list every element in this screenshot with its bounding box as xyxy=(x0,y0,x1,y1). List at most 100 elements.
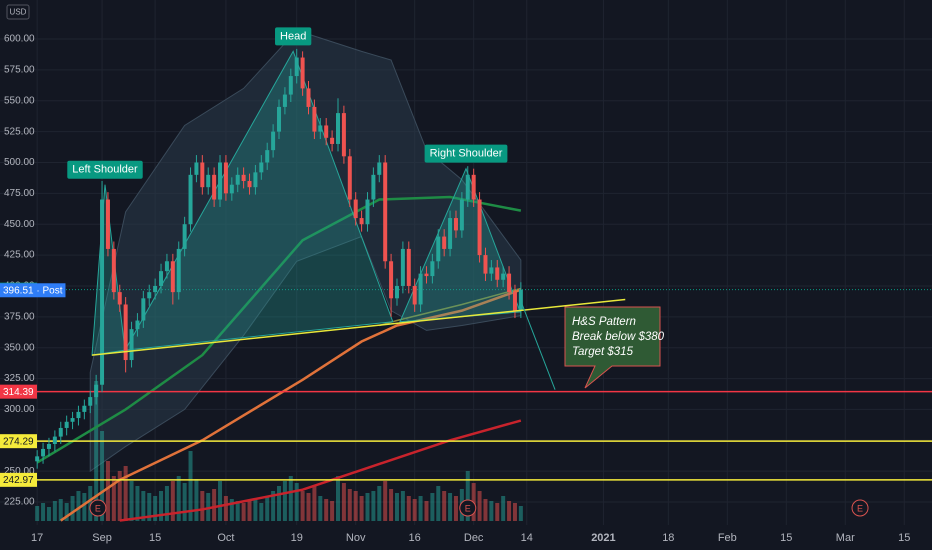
candle-body xyxy=(277,106,282,132)
candle-body xyxy=(459,199,464,231)
volume-bar xyxy=(82,493,87,521)
y-tick-label: 250.00 xyxy=(4,466,35,477)
candle-body xyxy=(442,236,447,249)
candle-body xyxy=(105,199,110,249)
moving-average xyxy=(60,288,522,522)
volume-bar xyxy=(253,499,258,521)
earnings-marker xyxy=(459,499,477,517)
volume-bar xyxy=(394,493,399,521)
candle-body xyxy=(70,418,75,422)
x-tick-label: Feb xyxy=(718,532,737,544)
volume-bar xyxy=(70,496,75,521)
projection xyxy=(519,299,556,390)
volume-bar xyxy=(265,496,270,521)
volume-bar xyxy=(235,501,240,521)
moving-average xyxy=(36,195,522,464)
pattern-label-box xyxy=(67,160,143,179)
volume-bar xyxy=(176,476,181,521)
candle-body xyxy=(365,199,370,225)
candle-body xyxy=(52,436,57,445)
candle-body xyxy=(424,273,429,277)
volume-bar xyxy=(424,501,429,521)
candle-body xyxy=(312,106,317,132)
volume-bar xyxy=(512,503,517,521)
candle-body xyxy=(82,405,87,412)
candle-body xyxy=(318,125,323,132)
x-tick-label: 2021 xyxy=(591,532,615,544)
earnings-label: E xyxy=(95,503,101,513)
candle-body xyxy=(341,113,346,157)
volume-bar xyxy=(507,501,512,521)
volume-bar xyxy=(52,501,57,521)
moving-average xyxy=(379,287,522,327)
candle-body xyxy=(206,174,211,188)
volume-bar xyxy=(141,491,146,521)
candle-body xyxy=(194,162,199,175)
pattern-label-text: Right Shoulder xyxy=(430,148,503,160)
candle-body xyxy=(453,218,458,231)
x-tick-label: 18 xyxy=(662,532,674,544)
price-label-text: 274.29 xyxy=(3,436,34,447)
x-tick-label: 14 xyxy=(521,532,533,544)
candle-body xyxy=(507,273,512,293)
candle-body xyxy=(383,162,388,262)
price-label-box xyxy=(0,283,66,298)
volume-bar xyxy=(442,491,447,521)
volume-bar xyxy=(448,493,453,521)
y-tick-label: 575.00 xyxy=(4,65,35,76)
y-tick-label: 375.00 xyxy=(4,311,35,322)
candle-body xyxy=(141,298,146,321)
volume-bar xyxy=(430,493,435,521)
volume-bar xyxy=(453,496,458,521)
candle-body xyxy=(489,267,494,274)
volume-bar xyxy=(46,507,51,521)
candle-body xyxy=(400,248,405,286)
x-tick-label: 19 xyxy=(291,532,303,544)
volume-bar xyxy=(41,503,46,521)
volume-bar xyxy=(271,491,276,521)
candle-body xyxy=(223,162,228,194)
candle-body xyxy=(135,320,140,330)
volume-bar xyxy=(383,481,388,521)
candle-body xyxy=(229,184,234,194)
candle-body xyxy=(465,174,470,200)
candle-body xyxy=(259,162,264,173)
candle-body xyxy=(46,444,51,449)
pattern-label: Right Shoulder xyxy=(424,144,508,163)
volume-bar xyxy=(412,499,417,521)
candle-body xyxy=(117,292,122,305)
price-label-box xyxy=(0,472,37,487)
price-label: 274.29 xyxy=(0,434,37,449)
candle-body xyxy=(371,174,376,200)
volume-bar xyxy=(341,483,346,521)
y-tick-label: 300.00 xyxy=(4,404,35,415)
volume-bar xyxy=(324,499,329,521)
x-tick-label: Mar xyxy=(836,532,855,544)
volume-bar xyxy=(277,486,282,521)
candle-body xyxy=(282,94,287,107)
x-tick-label: 15 xyxy=(149,532,161,544)
volume-bar xyxy=(100,431,105,521)
pattern-shape xyxy=(124,50,394,351)
candle-body xyxy=(412,285,417,305)
price-label-box xyxy=(0,384,37,399)
volume-bar xyxy=(371,491,376,521)
volume-bar xyxy=(94,381,99,521)
volume-bar xyxy=(294,483,299,521)
candle-body xyxy=(347,156,352,200)
volume-bar xyxy=(111,476,116,521)
candle-body xyxy=(241,174,246,182)
volume-bar xyxy=(400,491,405,521)
volume-bar xyxy=(188,451,193,521)
volume-bar xyxy=(241,503,246,521)
volume-bar xyxy=(501,496,506,521)
candle-body xyxy=(271,131,276,151)
pattern-label-box xyxy=(424,144,508,163)
volume-bar xyxy=(477,491,482,521)
price-label: 242.97 xyxy=(0,472,37,487)
x-tick-label: 16 xyxy=(409,532,421,544)
price-label-text: 314.39 xyxy=(3,387,34,398)
candle-body xyxy=(353,199,358,219)
x-tick-label: Dec xyxy=(464,532,484,544)
candle-body xyxy=(436,236,441,262)
